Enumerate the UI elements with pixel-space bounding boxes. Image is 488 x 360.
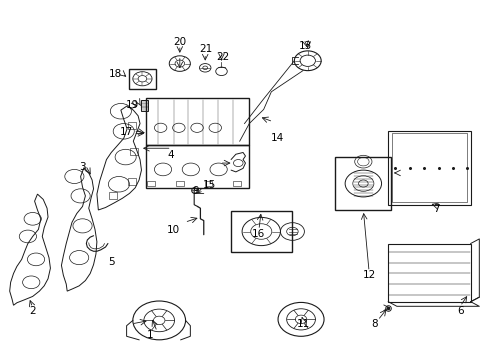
Text: 20: 20 [173, 37, 186, 47]
Bar [387, 131, 470, 205]
Text: 18: 18 [109, 69, 122, 79]
Bar [146, 98, 249, 145]
Text: 16: 16 [252, 229, 265, 239]
Text: 9: 9 [192, 186, 199, 195]
Text: 21: 21 [199, 45, 212, 54]
Text: 1: 1 [146, 329, 153, 339]
Text: 12: 12 [362, 270, 375, 280]
Bar [147, 181, 155, 186]
Bar [140, 100, 148, 111]
Text: 15: 15 [202, 180, 215, 190]
Text: 14: 14 [270, 133, 284, 143]
Text: 4: 4 [167, 150, 174, 159]
Text: 3: 3 [79, 162, 85, 172]
Text: 5: 5 [108, 257, 114, 267]
Bar [391, 134, 466, 202]
Text: 17: 17 [120, 127, 133, 138]
Text: 2: 2 [29, 306, 36, 316]
Bar [130, 148, 138, 155]
Text: 19: 19 [125, 100, 139, 110]
Bar [128, 68, 156, 89]
Bar [128, 122, 136, 129]
Bar [233, 181, 241, 186]
Text: 7: 7 [432, 204, 439, 214]
Bar [146, 145, 249, 188]
Text: 6: 6 [456, 306, 463, 316]
Bar [231, 211, 292, 252]
Bar [334, 157, 390, 210]
Bar [128, 178, 136, 185]
Text: 13: 13 [299, 41, 312, 51]
Text: 10: 10 [166, 225, 180, 235]
Text: 8: 8 [370, 319, 377, 329]
Bar [176, 181, 183, 186]
Text: 11: 11 [296, 319, 309, 329]
Bar [109, 192, 116, 199]
Bar [204, 181, 212, 186]
Bar [387, 243, 470, 302]
Text: 22: 22 [216, 51, 229, 62]
